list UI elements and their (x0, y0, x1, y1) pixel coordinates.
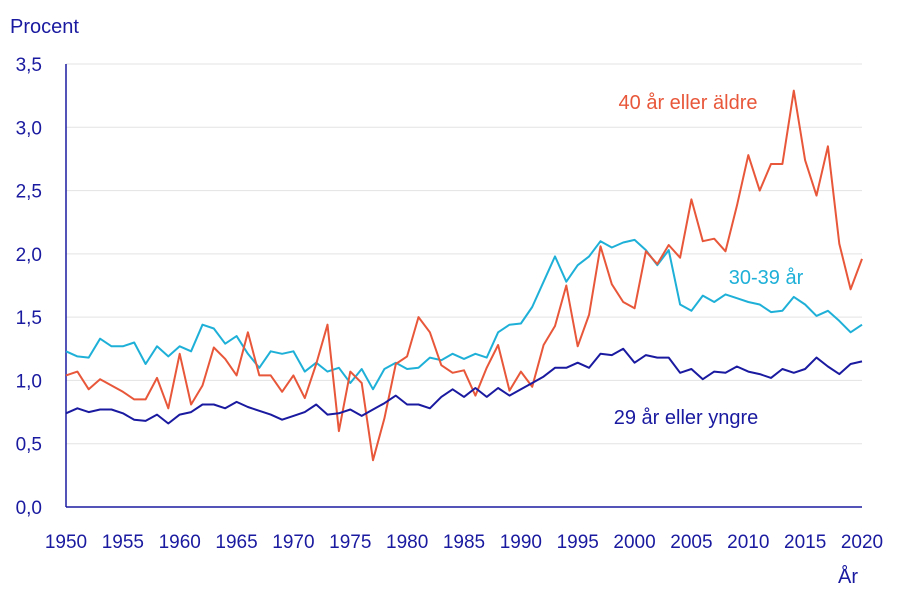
x-tick-label: 1975 (329, 532, 371, 553)
x-tick-label: 1965 (215, 532, 257, 553)
x-tick-label: 1955 (102, 532, 144, 553)
y-tick-label: 3,5 (16, 55, 42, 76)
series-lines (65, 89, 863, 462)
y-tick-label: 0,0 (16, 498, 42, 519)
x-tick-label: 1950 (45, 532, 87, 553)
y-tick-label: 2,5 (16, 182, 42, 203)
x-tick-label: 2010 (727, 532, 769, 553)
x-tick-label: 1970 (272, 532, 314, 553)
tick-labels: 0,0 0,5 1,0 1,5 2,0 2,5 3,0 3,5 1950 1955 1960 1965… (16, 55, 884, 553)
series-line-age-30-39 (65, 238, 863, 391)
y-tick-label: 1,5 (16, 308, 42, 329)
y-axis-title: Procent (10, 16, 79, 38)
x-tick-label: 2000 (613, 532, 655, 553)
series-line-age-29-under (65, 347, 863, 425)
grid-lines (66, 63, 862, 445)
label-age-29-under: 29 år eller yngre (614, 407, 759, 429)
y-tick-label: 1,0 (16, 371, 42, 392)
x-tick-label: 2015 (784, 532, 826, 553)
axes (65, 64, 862, 508)
y-tick-label: 3,0 (16, 118, 42, 139)
y-tick-label: 0,5 (16, 435, 42, 456)
label-age-30-39: 30-39 år (729, 267, 804, 289)
x-tick-label: 1990 (500, 532, 542, 553)
x-tick-label: 2020 (841, 532, 883, 553)
series-labels: 40 år eller äldre 30-39 år 29 år eller yng… (614, 92, 804, 429)
x-tick-label: 1985 (443, 532, 485, 553)
x-tick-label: 1960 (159, 532, 201, 553)
x-tick-label: 1995 (557, 532, 599, 553)
series-line-age-40-plus (65, 89, 863, 462)
y-tick-label: 2,0 (16, 245, 42, 266)
x-tick-label: 2005 (670, 532, 712, 553)
x-axis-title: År (838, 565, 858, 588)
label-age-40-plus: 40 år eller äldre (619, 92, 758, 114)
x-tick-label: 1980 (386, 532, 428, 553)
